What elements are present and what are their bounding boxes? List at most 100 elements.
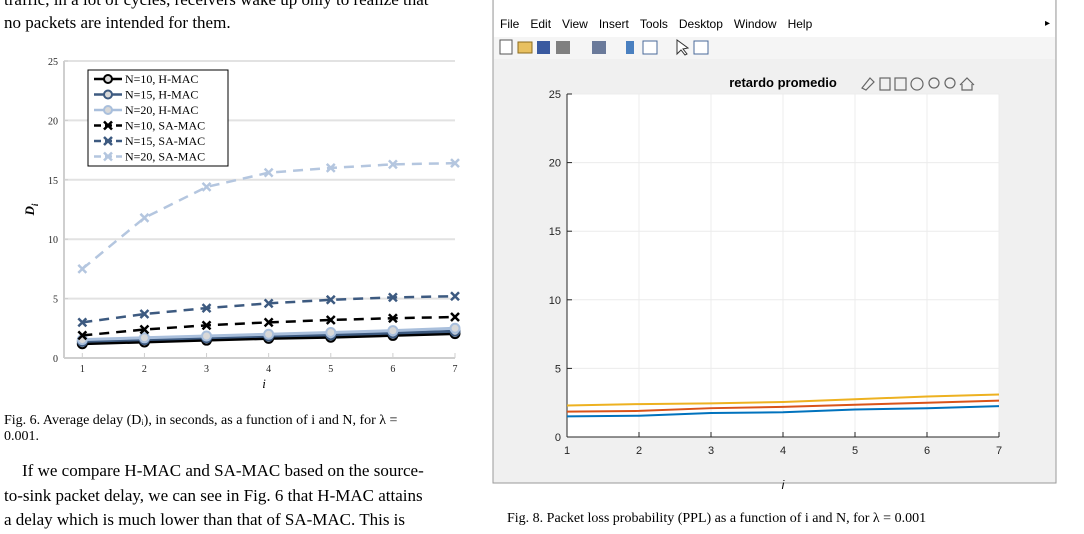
paper-text: no packets are intended for them. [4,13,231,32]
x-tick-label: 1 [564,445,570,457]
icon-zoom-in[interactable] [928,77,940,89]
figure-caption: Fig. 8. Packet loss probability (PPL) as… [507,511,926,526]
y-tick-label: 20 [549,158,561,170]
x-tick-label: 5 [852,445,858,457]
y-axis-label-main: D [22,205,37,216]
marker [201,182,212,192]
menu-item[interactable]: Edit [530,17,551,31]
legend-label: N=10, H-MAC [125,72,198,86]
menu-arrow: ▸ [1045,18,1050,29]
icon-open[interactable] [517,41,533,54]
y-tick-label: 20 [48,116,58,127]
icon-pointer[interactable] [676,39,690,56]
marker [325,294,336,305]
icon-export[interactable] [894,77,907,91]
y-tick-label: 5 [53,295,58,306]
icon-zoom-out[interactable] [944,77,956,89]
y-tick-label: 25 [48,57,58,68]
legend-label: N=10, SA-MAC [125,119,205,133]
legend-marker [103,74,113,84]
marker [325,163,336,173]
y-tick-label: 15 [549,226,561,238]
icon-link[interactable] [592,41,606,54]
icon-brush[interactable] [861,77,875,91]
marker [77,317,88,328]
y-axis-label: Di [22,203,40,216]
legend-label: N=15, SA-MAC [125,134,205,148]
x-tick-label: 6 [390,364,395,375]
x-tick-label: 5 [328,364,333,375]
menu-item[interactable]: Window [734,17,777,31]
marker [387,325,399,337]
legend-box [87,69,229,167]
chart-title: retardo promedio [729,75,837,90]
x-tick-label: 3 [708,445,714,457]
x-tick-label: 6 [924,445,930,457]
paper-text: to-sink packet delay, we can see in Fig.… [4,486,423,505]
marker [201,320,212,331]
x-tick-label: 3 [204,364,209,375]
menu-item[interactable]: Tools [640,17,668,31]
marker [201,303,212,313]
x-axis-label: i [782,478,785,492]
icon-datatip[interactable] [879,77,891,91]
menu-item[interactable]: View [562,17,588,31]
menu-item[interactable]: Insert [599,17,630,31]
series-line [82,294,456,324]
series-line [566,393,1000,407]
toolbar-icons [499,39,709,56]
legend-marker [103,89,113,100]
icon-legend[interactable] [642,40,658,55]
marker [325,315,336,325]
marker [263,167,274,178]
marker [263,298,274,309]
y-tick-label: 5 [555,363,561,375]
legend-marker [103,151,113,162]
marker [388,159,398,170]
x-axis-label: i [262,376,266,391]
legend-label: N=20, H-MAC [125,103,198,117]
title-bar [494,0,1055,8]
icon-new[interactable] [499,39,513,55]
paper-text: traffic, in a lot of cycles, receivers w… [4,0,429,9]
x-tick-label: 4 [780,445,786,457]
icon-colorbar[interactable] [626,41,634,54]
y-tick-label: 0 [53,354,58,365]
marker [450,291,460,302]
icon-print[interactable] [556,41,570,54]
menu-item[interactable]: Desktop [679,17,723,31]
paper-text: a delay which is much lower than that of… [4,510,405,529]
menu-item[interactable]: File [500,17,520,31]
marker [263,317,274,328]
marker [263,328,275,340]
icon-save[interactable] [537,41,550,54]
axes-toolbar [861,77,975,91]
figure-caption: 0.001. [4,429,39,444]
paper-text: If we compare H-MAC and SA-MAC based on … [22,461,424,480]
marker [388,313,398,324]
marker [450,158,460,169]
marker [388,292,398,303]
marker [77,330,88,341]
x-tick-label: 2 [636,445,642,457]
icon-property[interactable] [693,40,709,55]
marker [325,326,337,338]
menu-bar [494,8,1055,38]
figure-caption: Fig. 6. Average delay (Dᵢ), in seconds, … [4,413,398,428]
legend-label: N=15, H-MAC [125,88,198,102]
icon-pan[interactable] [910,77,924,91]
y-axis-label-sub: i [30,203,40,206]
y-tick-label: 15 [48,176,58,187]
x-tick-label: 2 [142,364,147,375]
marker [138,332,150,344]
legend-marker [103,120,113,131]
menu-item[interactable]: Help [788,17,813,31]
icon-home[interactable] [959,77,975,91]
x-tick-label: 1 [80,364,85,375]
series-line [566,399,1000,413]
legend-marker [103,105,113,115]
toolbar [494,37,1055,59]
x-tick-label: 7 [996,445,1002,457]
